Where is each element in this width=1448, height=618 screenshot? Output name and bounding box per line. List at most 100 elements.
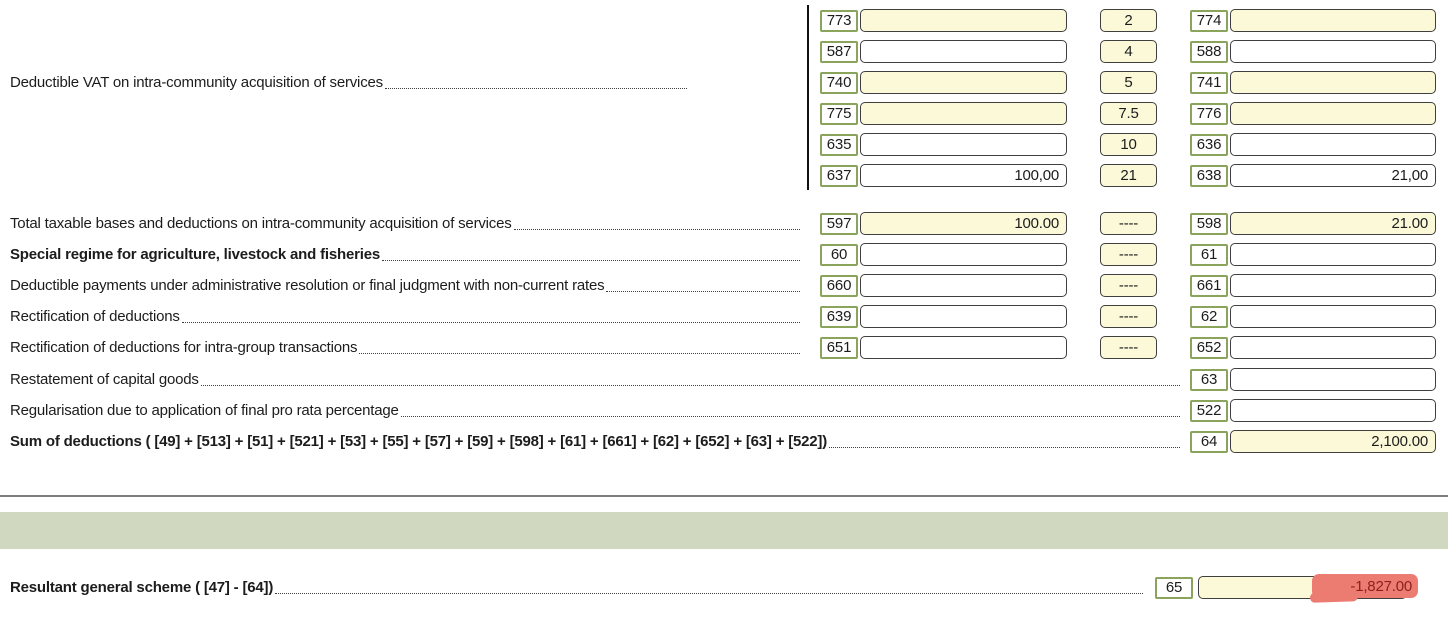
rate-box-dashes: ---- <box>1100 305 1157 328</box>
rate-box-10: 10 <box>1100 133 1157 156</box>
code-box-64: 64 <box>1190 431 1228 453</box>
rate-box-7-5: 7.5 <box>1100 102 1157 125</box>
row-label: Deductible payments under administrative… <box>10 277 605 294</box>
code-box-635: 635 <box>820 134 858 156</box>
rate-box-dashes: ---- <box>1100 274 1157 297</box>
dotted-leader <box>200 385 1180 386</box>
section-header-band <box>0 512 1448 549</box>
row-label: Rectification of deductions for intra-gr… <box>10 339 358 356</box>
row-label: Special regime for agriculture, livestoc… <box>10 246 380 263</box>
row-total-taxable-bases-services: Total taxable bases and deductions on in… <box>10 214 800 234</box>
field-774[interactable] <box>1230 9 1436 32</box>
field-639[interactable] <box>860 305 1067 328</box>
code-box-639: 639 <box>820 306 858 328</box>
code-box-522: 522 <box>1190 400 1228 422</box>
dotted-leader <box>359 353 800 354</box>
code-box-773: 773 <box>820 10 858 32</box>
dotted-leader <box>513 229 800 230</box>
dotted-leader <box>829 447 1180 448</box>
code-box-61: 61 <box>1190 244 1228 266</box>
field-651[interactable] <box>860 336 1067 359</box>
row-label: Rectification of deductions <box>10 308 180 325</box>
field-740[interactable] <box>860 71 1067 94</box>
field-62[interactable] <box>1230 305 1436 328</box>
rate-box-dashes: ---- <box>1100 336 1157 359</box>
row-rectification-intra-group: Rectification of deductions for intra-gr… <box>10 338 800 358</box>
field-598-value: 21.00 <box>1391 215 1428 232</box>
field-776[interactable] <box>1230 102 1436 125</box>
row-regularisation-pro-rata: Regularisation due to application of fin… <box>10 401 1180 421</box>
code-box-587: 587 <box>820 41 858 63</box>
field-636[interactable] <box>1230 133 1436 156</box>
row-resultant-general-scheme: Resultant general scheme ( [47] - [64]) <box>10 578 1143 598</box>
field-63[interactable] <box>1230 368 1436 391</box>
dotted-leader <box>381 260 800 261</box>
field-775[interactable] <box>860 102 1067 125</box>
code-box-776: 776 <box>1190 103 1228 125</box>
field-637-value: 100,00 <box>1014 167 1059 184</box>
dotted-leader <box>181 322 800 323</box>
field-65-value: -1,827.00 <box>1350 577 1412 595</box>
rate-box-4: 4 <box>1100 40 1157 63</box>
field-638[interactable]: 21,00 <box>1230 164 1436 187</box>
code-box-598: 598 <box>1190 213 1228 235</box>
field-741[interactable] <box>1230 71 1436 94</box>
dotted-leader <box>606 291 800 292</box>
code-box-775: 775 <box>820 103 858 125</box>
field-588[interactable] <box>1230 40 1436 63</box>
field-661[interactable] <box>1230 274 1436 297</box>
row-special-regime-agriculture: Special regime for agriculture, livestoc… <box>10 245 800 265</box>
code-box-65: 65 <box>1155 577 1193 599</box>
field-660[interactable] <box>860 274 1067 297</box>
dotted-leader <box>400 416 1180 417</box>
code-box-588: 588 <box>1190 41 1228 63</box>
code-box-637: 637 <box>820 165 858 187</box>
code-box-636: 636 <box>1190 134 1228 156</box>
field-522[interactable] <box>1230 399 1436 422</box>
section-divider-line <box>0 495 1448 497</box>
row-label: Deductible VAT on intra-community acquis… <box>10 74 383 91</box>
field-635[interactable] <box>860 133 1067 156</box>
row-restatement-capital-goods: Restatement of capital goods <box>10 370 1180 390</box>
row-rectification-of-deductions: Rectification of deductions <box>10 307 800 327</box>
field-773[interactable] <box>860 9 1067 32</box>
code-box-660: 660 <box>820 275 858 297</box>
field-64[interactable]: 2,100.00 <box>1230 430 1436 453</box>
field-652[interactable] <box>1230 336 1436 359</box>
field-637[interactable]: 100,00 <box>860 164 1067 187</box>
code-box-63: 63 <box>1190 369 1228 391</box>
rate-box-dashes: ---- <box>1100 243 1157 266</box>
field-61[interactable] <box>1230 243 1436 266</box>
rate-box-21: 21 <box>1100 164 1157 187</box>
dotted-leader <box>275 593 1143 594</box>
row-label: Sum of deductions ( [49] + [513] + [51] … <box>10 433 828 450</box>
field-598[interactable]: 21.00 <box>1230 212 1436 235</box>
field-64-value: 2,100.00 <box>1371 433 1428 450</box>
row-deductible-payments-resolution: Deductible payments under administrative… <box>10 276 800 296</box>
rate-box-dashes: ---- <box>1100 212 1157 235</box>
group-bracket-line <box>807 5 809 190</box>
dotted-leader <box>384 88 687 89</box>
code-box-661: 661 <box>1190 275 1228 297</box>
field-597[interactable]: 100.00 <box>860 212 1067 235</box>
row-sum-of-deductions: Sum of deductions ( [49] + [513] + [51] … <box>10 432 1180 452</box>
row-label: Regularisation due to application of fin… <box>10 402 399 419</box>
code-box-651: 651 <box>820 337 858 359</box>
code-box-740: 740 <box>820 72 858 94</box>
code-box-60: 60 <box>820 244 858 266</box>
code-box-597: 597 <box>820 213 858 235</box>
field-597-value: 100.00 <box>1014 215 1059 232</box>
code-box-638: 638 <box>1190 165 1228 187</box>
row-deductible-vat-services: Deductible VAT on intra-community acquis… <box>10 73 687 93</box>
rate-box-5: 5 <box>1100 71 1157 94</box>
code-box-774: 774 <box>1190 10 1228 32</box>
field-60[interactable] <box>860 243 1067 266</box>
row-label: Total taxable bases and deductions on in… <box>10 215 512 232</box>
code-box-652: 652 <box>1190 337 1228 359</box>
row-label: Resultant general scheme ( [47] - [64]) <box>10 579 274 596</box>
field-587[interactable] <box>860 40 1067 63</box>
rate-box-2: 2 <box>1100 9 1157 32</box>
code-box-62: 62 <box>1190 306 1228 328</box>
code-box-741: 741 <box>1190 72 1228 94</box>
